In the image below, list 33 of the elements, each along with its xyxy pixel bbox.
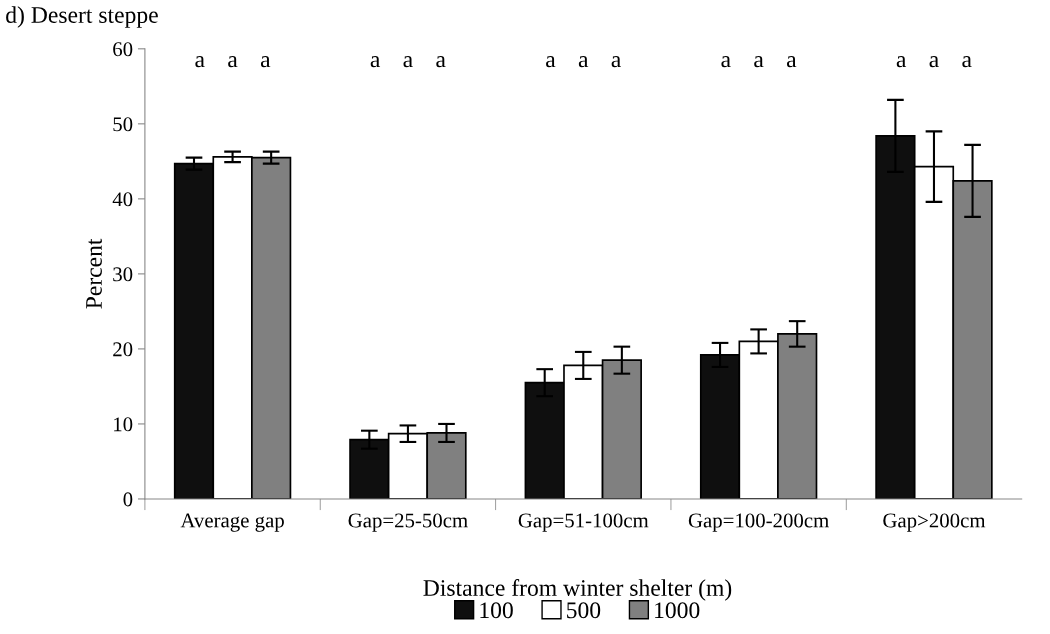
y-tick-label: 60 xyxy=(113,42,133,57)
annotation: a xyxy=(370,56,381,68)
x-tick-label: Gap>200cm xyxy=(883,513,986,532)
y-tick-label: 10 xyxy=(114,417,133,432)
legend-label: 500 xyxy=(567,602,601,619)
x-tick-label: Gap=100-200cm xyxy=(688,513,829,532)
annotation: a xyxy=(754,56,764,68)
annotation: a xyxy=(195,56,205,68)
y-tick-label: 50 xyxy=(113,117,133,132)
annotation: a xyxy=(787,56,797,68)
annotation: a xyxy=(228,56,238,68)
annotation: a xyxy=(578,56,589,68)
annotation: a xyxy=(436,56,446,68)
y-axis-title: Percent xyxy=(86,238,102,309)
annotation: a xyxy=(929,56,939,68)
annotation: a xyxy=(962,56,972,68)
y-tick-label: 20 xyxy=(113,342,133,357)
annotation: a xyxy=(611,56,621,68)
x-tick-label: Average gap xyxy=(180,513,284,532)
annotation: a xyxy=(260,56,271,68)
x-tick-label: Gap=25-50cm xyxy=(348,513,468,532)
legend-label: 100 xyxy=(480,602,513,619)
legend-label: 1000 xyxy=(655,602,700,619)
y-tick-label: 40 xyxy=(112,192,133,207)
chart-title: d) Desert steppe xyxy=(6,6,158,28)
x-tick-label: Gap=51-100cm xyxy=(518,513,649,532)
annotation: a xyxy=(546,56,556,68)
annotation: a xyxy=(721,56,731,68)
y-tick-label: 30 xyxy=(113,267,133,282)
legend-title: Distance from winter shelter (m) xyxy=(423,579,732,601)
y-tick-label: 0 xyxy=(123,492,133,507)
annotation: a xyxy=(403,56,413,68)
annotation: a xyxy=(896,56,907,68)
